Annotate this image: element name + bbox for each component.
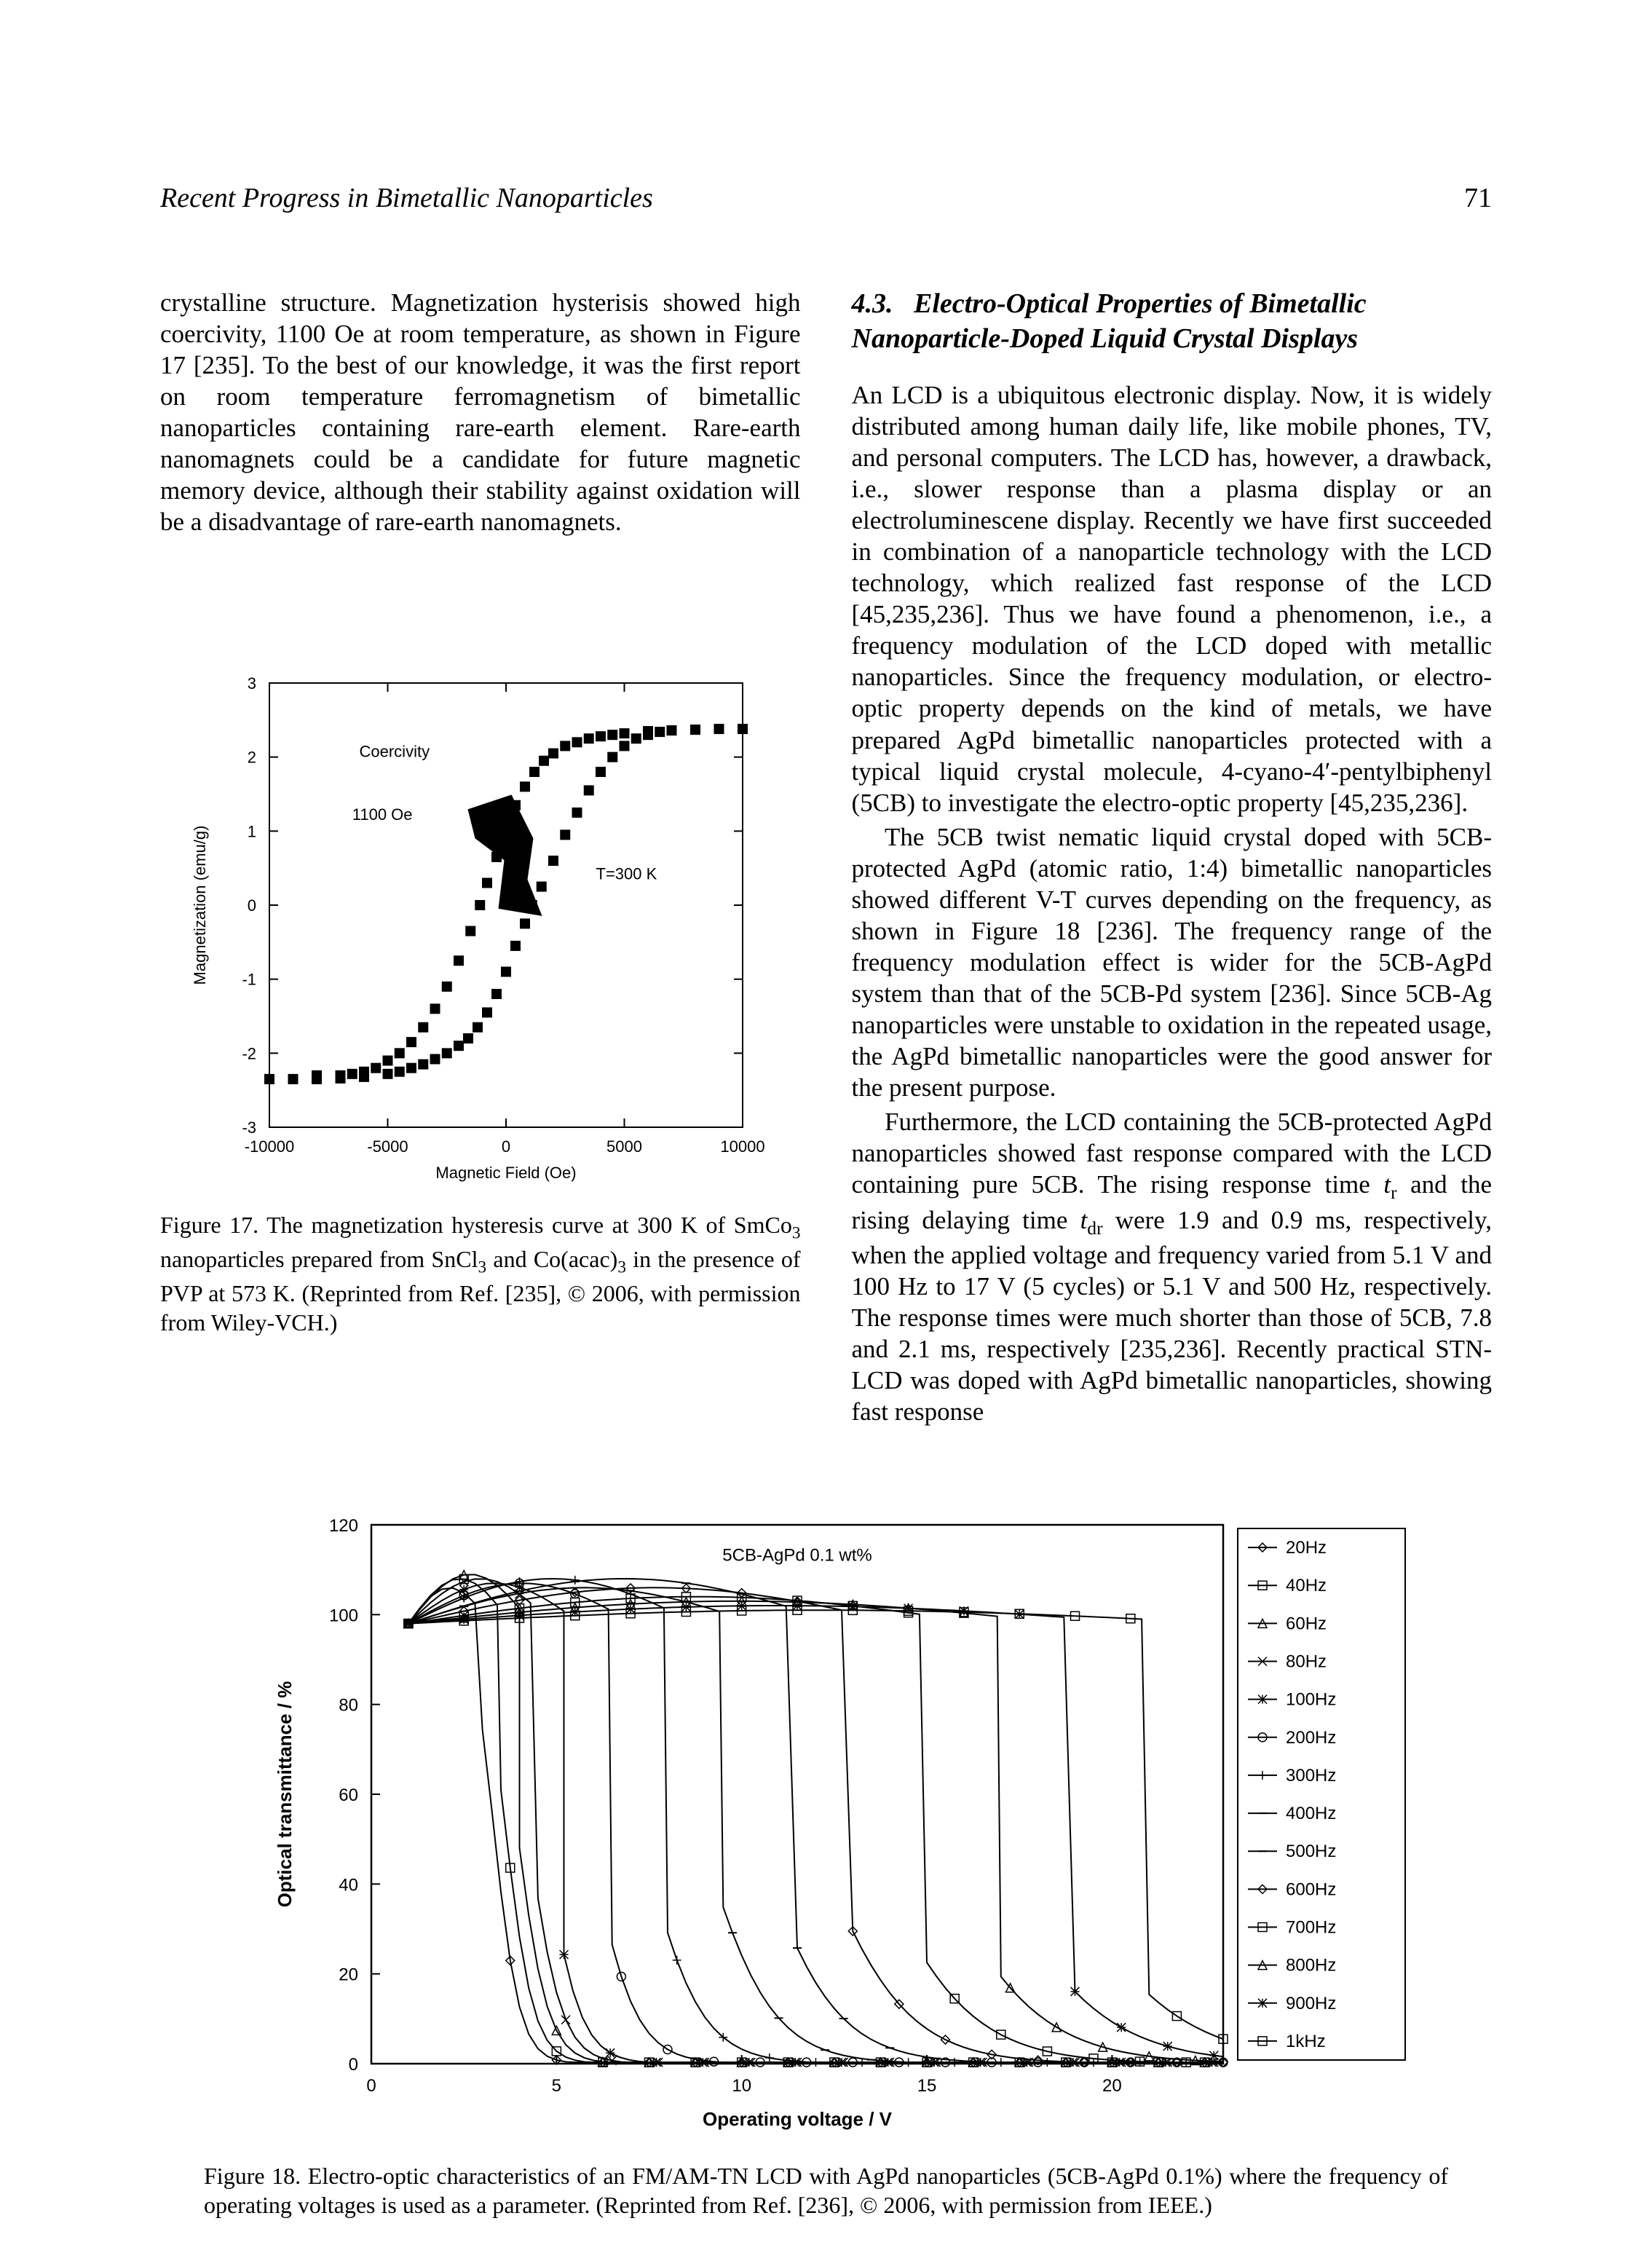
figure-18-chart: 0 5 10 15 20 0 20 40 60 80 100 120 Operating voltage… (226, 1503, 1427, 2144)
svg-text:20: 20 (339, 1965, 358, 1985)
svg-text:600Hz: 600Hz (1286, 1879, 1336, 1899)
svg-text:20Hz: 20Hz (1286, 1538, 1327, 1558)
svg-text:5CB-AgPd 0.1 wt%: 5CB-AgPd 0.1 wt% (722, 1545, 872, 1565)
svg-text:-2: -2 (242, 1045, 256, 1063)
figure-17-caption: Figure 17. The magnetization hysteresis … (160, 1210, 801, 1336)
svg-text:400Hz: 400Hz (1286, 1804, 1336, 1823)
svg-text:120: 120 (328, 1516, 357, 1536)
svg-text:-10000: -10000 (245, 1137, 295, 1156)
svg-text:10: 10 (732, 2076, 751, 2096)
svg-text:0: 0 (348, 2055, 357, 2075)
svg-text:5000: 5000 (606, 1137, 642, 1156)
svg-text:-5000: -5000 (367, 1137, 408, 1156)
svg-text:300Hz: 300Hz (1286, 1766, 1336, 1786)
svg-text:80: 80 (339, 1696, 358, 1716)
svg-text:100: 100 (328, 1606, 357, 1625)
right-column: 4.3. Electro-Optical Properties of Bimet… (852, 287, 1493, 1474)
svg-text:-1: -1 (242, 971, 256, 989)
svg-text:80Hz: 80Hz (1286, 1652, 1327, 1672)
svg-text:1kHz: 1kHz (1286, 2032, 1326, 2051)
svg-text:40: 40 (339, 1875, 358, 1895)
svg-text:0: 0 (366, 2076, 376, 2096)
svg-text:3: 3 (248, 674, 256, 693)
figure-18-caption: Figure 18. Electro-optic characteristics… (204, 2161, 1448, 2220)
svg-text:0: 0 (248, 896, 256, 915)
svg-text:500Hz: 500Hz (1286, 1842, 1336, 1861)
svg-text:2: 2 (248, 749, 256, 767)
right-para-2: The 5CB twist nematic liquid crystal dop… (852, 821, 1493, 1103)
svg-text:Magnetic Field (Oe): Magnetic Field (Oe) (435, 1164, 576, 1182)
svg-text:1100 Oe: 1100 Oe (352, 805, 413, 824)
svg-text:10000: 10000 (720, 1137, 764, 1156)
svg-text:900Hz: 900Hz (1286, 1994, 1336, 2013)
svg-text:60: 60 (339, 1786, 358, 1805)
svg-text:800Hz: 800Hz (1286, 1956, 1336, 1976)
figure-17-chart: -10000 -5000 0 5000 10000 -3 -2 -1 0 1 2 3 Magnetic … (175, 654, 772, 1193)
figure-17: -10000 -5000 0 5000 10000 -3 -2 -1 0 1 2 3 Magnetic … (160, 654, 801, 1336)
svg-text:15: 15 (917, 2076, 936, 2096)
svg-text:Coercivity: Coercivity (360, 743, 430, 761)
svg-text:-3: -3 (242, 1118, 256, 1137)
svg-text:5: 5 (551, 2076, 561, 2096)
right-para-1: An LCD is a ubiquitous electronic displa… (852, 379, 1493, 818)
svg-text:Operating voltage / V: Operating voltage / V (702, 2108, 892, 2130)
svg-text:200Hz: 200Hz (1286, 1728, 1336, 1748)
svg-text:100Hz: 100Hz (1286, 1690, 1336, 1710)
svg-text:40Hz: 40Hz (1286, 1576, 1327, 1595)
left-column: crystalline structure. Magnetization hys… (160, 287, 801, 1474)
svg-text:20: 20 (1102, 2076, 1122, 2096)
svg-text:60Hz: 60Hz (1286, 1614, 1327, 1633)
svg-text:T=300 K: T=300 K (596, 865, 657, 883)
page-number: 71 (1464, 182, 1492, 214)
running-title: Recent Progress in Bimetallic Nanopartic… (160, 182, 653, 214)
svg-text:Optical transmittance / %: Optical transmittance / % (274, 1681, 296, 1908)
svg-text:1: 1 (248, 823, 256, 841)
running-head: Recent Progress in Bimetallic Nanopartic… (160, 182, 1492, 214)
svg-text:700Hz: 700Hz (1286, 1918, 1336, 1938)
left-para-1: crystalline structure. Magnetization hys… (160, 287, 801, 537)
section-heading: 4.3. Electro-Optical Properties of Bimet… (852, 287, 1493, 356)
svg-text:0: 0 (502, 1137, 510, 1156)
figure-18: 0 5 10 15 20 0 20 40 60 80 100 120 Operating voltage… (160, 1503, 1492, 2220)
right-para-3: Furthermore, the LCD containing the 5CB-… (852, 1106, 1493, 1427)
svg-text:Magnetization (emu/g): Magnetization (emu/g) (191, 826, 209, 985)
